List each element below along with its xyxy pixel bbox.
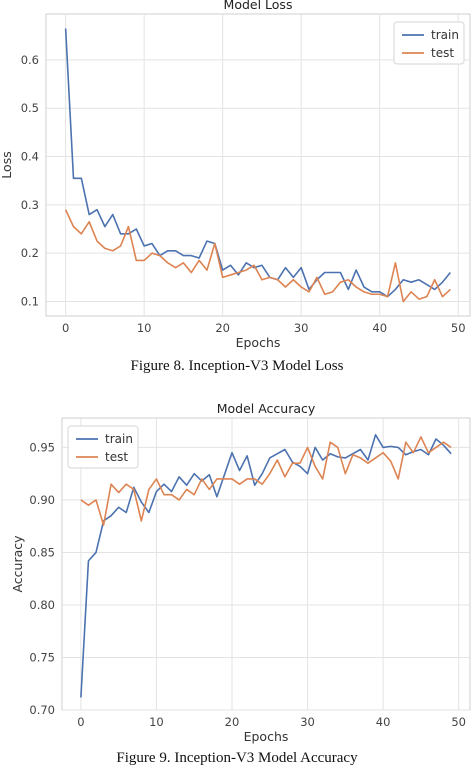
loss-chart-svg: 0 10 20 30 40 50 0.1 0.2 0.3 0.4 0.5 0.6 Model Loss E… (0, 0, 471, 350)
x-tick-label: 20 (225, 715, 240, 729)
y-tick-label: 0.75 (29, 650, 55, 664)
y-tick-label: 0.2 (21, 246, 39, 260)
series-line-test (64, 209, 451, 303)
x-tick-label: 10 (149, 715, 164, 729)
y-tick-label: 0.4 (21, 150, 39, 164)
loss-chart: 0 10 20 30 40 50 0.1 0.2 0.3 0.4 0.5 0.6 Model Loss E… (0, 0, 474, 352)
y-tick-label: 0.6 (21, 53, 39, 67)
x-tick-label: 40 (372, 321, 387, 335)
series-line-train (80, 434, 452, 698)
x-tick-label: 10 (137, 321, 152, 335)
accuracy-chart: 0 10 20 30 40 50 0.70 0.75 0.80 0.85 0.90 0.95 Model… (0, 398, 474, 744)
y-tick-label: 0.5 (21, 101, 39, 115)
y-tick-label: 0.95 (29, 440, 55, 454)
x-tick-label: 0 (77, 715, 84, 729)
chart-title: Model Accuracy (217, 401, 316, 416)
x-tick-label: 40 (376, 715, 391, 729)
x-tick-label: 50 (451, 715, 466, 729)
y-tick-label: 0.90 (29, 493, 55, 507)
y-tick-label: 0.3 (21, 198, 39, 212)
y-tick-label: 0.1 (21, 295, 39, 309)
x-tick-label: 30 (294, 321, 309, 335)
x-tick-label: 0 (62, 321, 69, 335)
x-axis-label: Epochs (244, 729, 289, 744)
y-tick-label: 0.70 (29, 703, 55, 717)
legend-label-test: test (105, 450, 128, 464)
legend-label-train: train (431, 28, 459, 42)
y-tick-label: 0.85 (29, 545, 55, 559)
accuracy-chart-svg: 0 10 20 30 40 50 0.70 0.75 0.80 0.85 0.90 0.95 Model… (10, 401, 471, 744)
y-axis-label: Loss (0, 151, 14, 178)
x-tick-label: 30 (300, 715, 315, 729)
y-tick-label: 0.80 (29, 598, 55, 612)
chart-title: Model Loss (224, 0, 293, 12)
loss-figure-caption: Figure 8. Inception-V3 Model Loss (130, 358, 344, 374)
x-axis-label: Epochs (236, 335, 281, 350)
series-line-test (80, 436, 452, 526)
legend-label-train: train (105, 432, 133, 446)
x-tick-label: 50 (451, 321, 466, 335)
accuracy-figure-caption: Figure 9. Inception-V3 Model Accuracy (116, 750, 358, 766)
x-tick-label: 20 (215, 321, 230, 335)
y-axis-label: Accuracy (10, 535, 25, 593)
legend-label-test: test (431, 46, 454, 60)
